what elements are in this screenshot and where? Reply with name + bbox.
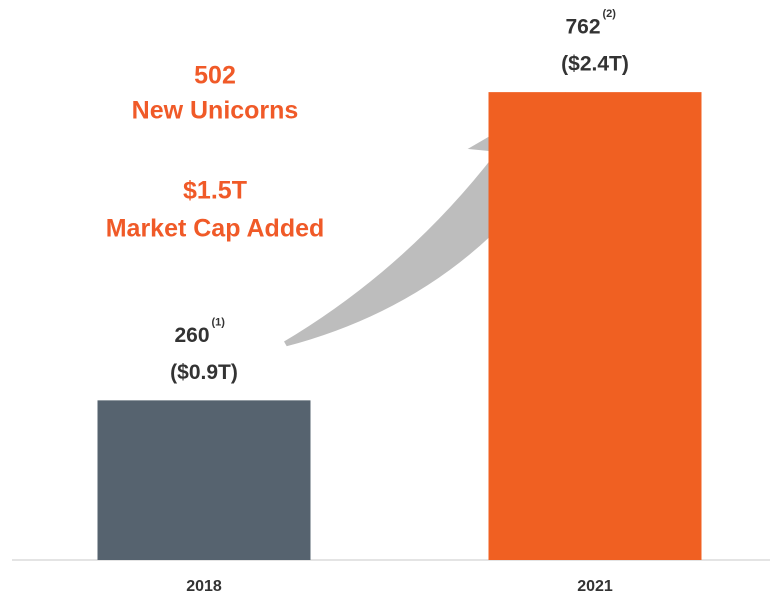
footnote-marker: (2) bbox=[603, 8, 617, 20]
annotation: $1.5T bbox=[183, 177, 247, 205]
x-tick-label: 2021 bbox=[577, 578, 613, 595]
annotation: New Unicorns bbox=[132, 97, 299, 125]
market-cap-label: ($0.9T) bbox=[170, 361, 238, 384]
bar bbox=[97, 400, 311, 560]
x-tick-label: 2018 bbox=[186, 578, 222, 595]
bar bbox=[488, 92, 702, 560]
annotation: Market Cap Added bbox=[106, 215, 325, 243]
value-label: 762 bbox=[565, 16, 600, 39]
value-label: 260 bbox=[174, 324, 209, 347]
annotation: 502 bbox=[194, 62, 236, 90]
market-cap-label: ($2.4T) bbox=[561, 53, 629, 76]
footnote-marker: (1) bbox=[212, 316, 226, 328]
